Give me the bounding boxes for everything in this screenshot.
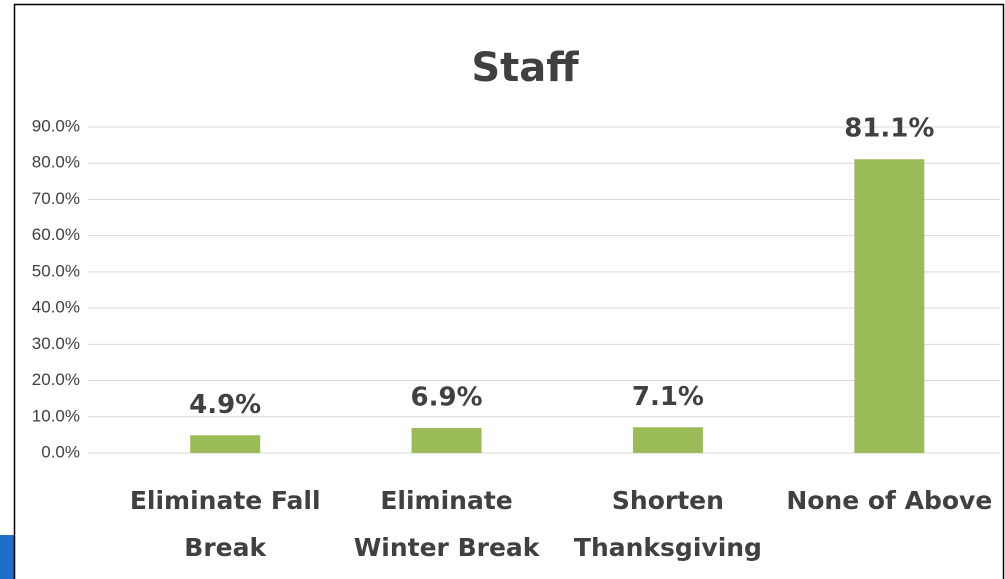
side-tab: [0, 535, 14, 579]
value-label: 6.9%: [411, 383, 483, 413]
bar: [632, 427, 703, 453]
bar: [411, 428, 482, 453]
value-label: 81.1%: [844, 114, 934, 144]
y-tick-label: 0.0%: [41, 442, 80, 461]
x-tick-label: Eliminate Winter Break: [353, 486, 540, 562]
bar: [854, 159, 925, 453]
value-label: 7.1%: [632, 382, 704, 412]
chart-border: [13, 3, 1005, 579]
value-label: 4.9%: [189, 390, 261, 420]
y-tick-label: 30.0%: [32, 334, 80, 353]
x-tick-label: None of Above: [786, 486, 993, 515]
chart-title: Staff: [471, 45, 579, 91]
y-tick-label: 60.0%: [32, 225, 80, 244]
x-tick-label: Shorten Thanksgiving: [573, 486, 762, 562]
y-tick-label: 40.0%: [32, 298, 80, 317]
y-tick-label: 70.0%: [32, 189, 80, 208]
y-tick-label: 80.0%: [32, 153, 80, 172]
y-tick-label: 50.0%: [32, 261, 80, 280]
x-tick-label: Eliminate Fall Break: [129, 486, 321, 562]
y-tick-label: 20.0%: [32, 370, 80, 389]
y-tick-label: 90.0%: [32, 116, 80, 135]
y-tick-label: 10.0%: [32, 406, 80, 425]
bar: [190, 435, 261, 453]
